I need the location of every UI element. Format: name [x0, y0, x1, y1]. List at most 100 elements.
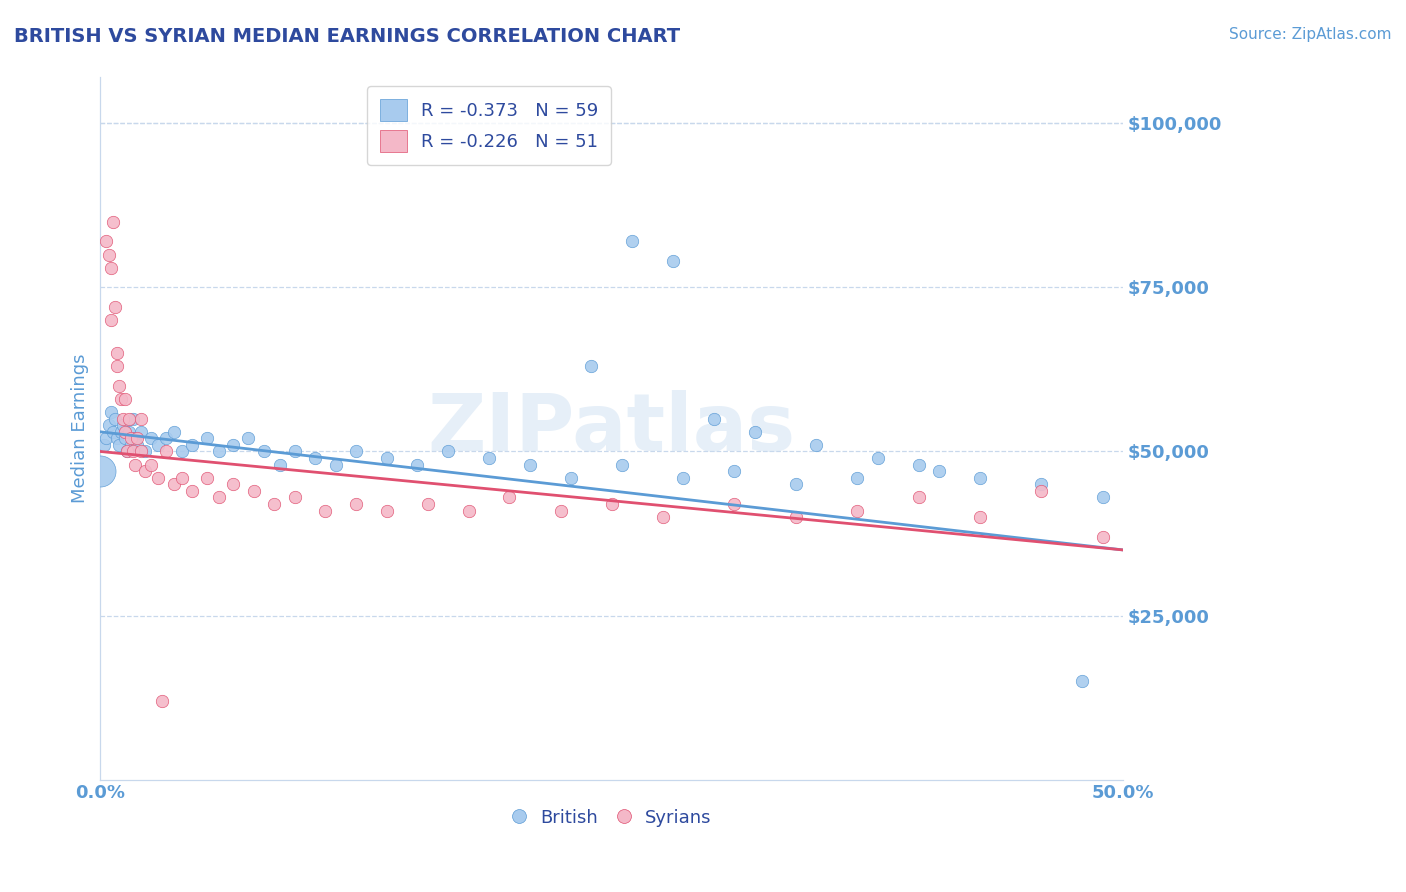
Point [304, 451, 326, 466]
Point [253, 444, 276, 458]
Point [96, 431, 118, 445]
Text: Source: ZipAtlas.com: Source: ZipAtlas.com [1229, 27, 1392, 42]
Point [744, 425, 766, 439]
Point [375, 451, 398, 466]
Point [723, 497, 745, 511]
Point [969, 471, 991, 485]
Point [1031, 483, 1053, 498]
Point [104, 411, 127, 425]
Point [101, 425, 124, 439]
Point [97, 418, 120, 433]
Point [134, 444, 156, 458]
Point [118, 425, 141, 439]
Point [344, 497, 367, 511]
Point [129, 425, 152, 439]
Point [141, 431, 163, 445]
Point [146, 471, 169, 485]
Point [172, 471, 194, 485]
Point [195, 431, 218, 445]
Point [208, 444, 231, 458]
Point [127, 431, 149, 445]
Point [969, 510, 991, 524]
Point [457, 503, 479, 517]
Point [114, 425, 136, 439]
Point [155, 444, 177, 458]
Legend: British, Syrians: British, Syrians [505, 801, 718, 834]
Point [155, 431, 177, 445]
Point [866, 451, 889, 466]
Point [416, 497, 439, 511]
Point [111, 411, 134, 425]
Point [104, 300, 127, 314]
Point [89, 464, 111, 478]
Point [846, 471, 869, 485]
Point [114, 392, 136, 406]
Point [375, 503, 398, 517]
Point [672, 471, 695, 485]
Point [344, 444, 367, 458]
Point [172, 444, 194, 458]
Point [325, 458, 347, 472]
Point [928, 464, 950, 478]
Point [110, 392, 132, 406]
Point [1091, 491, 1114, 505]
Point [314, 503, 336, 517]
Point [181, 483, 204, 498]
Point [703, 411, 725, 425]
Point [621, 235, 644, 249]
Point [111, 418, 134, 433]
Point [195, 471, 218, 485]
Point [141, 458, 163, 472]
Point [96, 235, 118, 249]
Point [1031, 477, 1053, 491]
Point [519, 458, 541, 472]
Point [406, 458, 429, 472]
Point [163, 425, 186, 439]
Point [284, 491, 307, 505]
Point [100, 260, 122, 275]
Point [127, 438, 149, 452]
Point [610, 458, 633, 472]
Text: ZIPatlas: ZIPatlas [427, 390, 796, 467]
Point [107, 379, 129, 393]
Point [97, 247, 120, 261]
Point [163, 477, 186, 491]
Point [478, 451, 501, 466]
Point [560, 471, 582, 485]
Point [114, 431, 136, 445]
Point [110, 425, 132, 439]
Point [146, 438, 169, 452]
Point [222, 477, 245, 491]
Point [222, 438, 245, 452]
Point [181, 438, 204, 452]
Point [236, 431, 259, 445]
Point [120, 431, 142, 445]
Point [269, 458, 291, 472]
Point [120, 438, 142, 452]
Point [124, 458, 146, 472]
Point [105, 346, 128, 360]
Point [550, 503, 572, 517]
Point [907, 458, 929, 472]
Point [115, 444, 138, 458]
Point [785, 510, 807, 524]
Point [498, 491, 520, 505]
Point [134, 464, 156, 478]
Point [100, 313, 122, 327]
Y-axis label: Median Earnings: Median Earnings [72, 354, 89, 503]
Point [785, 477, 807, 491]
Point [150, 694, 173, 708]
Point [437, 444, 460, 458]
Point [124, 431, 146, 445]
Point [105, 431, 128, 445]
Point [107, 438, 129, 452]
Point [846, 503, 869, 517]
Point [284, 444, 307, 458]
Point [100, 405, 122, 419]
Point [600, 497, 623, 511]
Text: BRITISH VS SYRIAN MEDIAN EARNINGS CORRELATION CHART: BRITISH VS SYRIAN MEDIAN EARNINGS CORREL… [14, 27, 681, 45]
Point [122, 444, 145, 458]
Point [115, 444, 138, 458]
Point [662, 254, 685, 268]
Point [723, 464, 745, 478]
